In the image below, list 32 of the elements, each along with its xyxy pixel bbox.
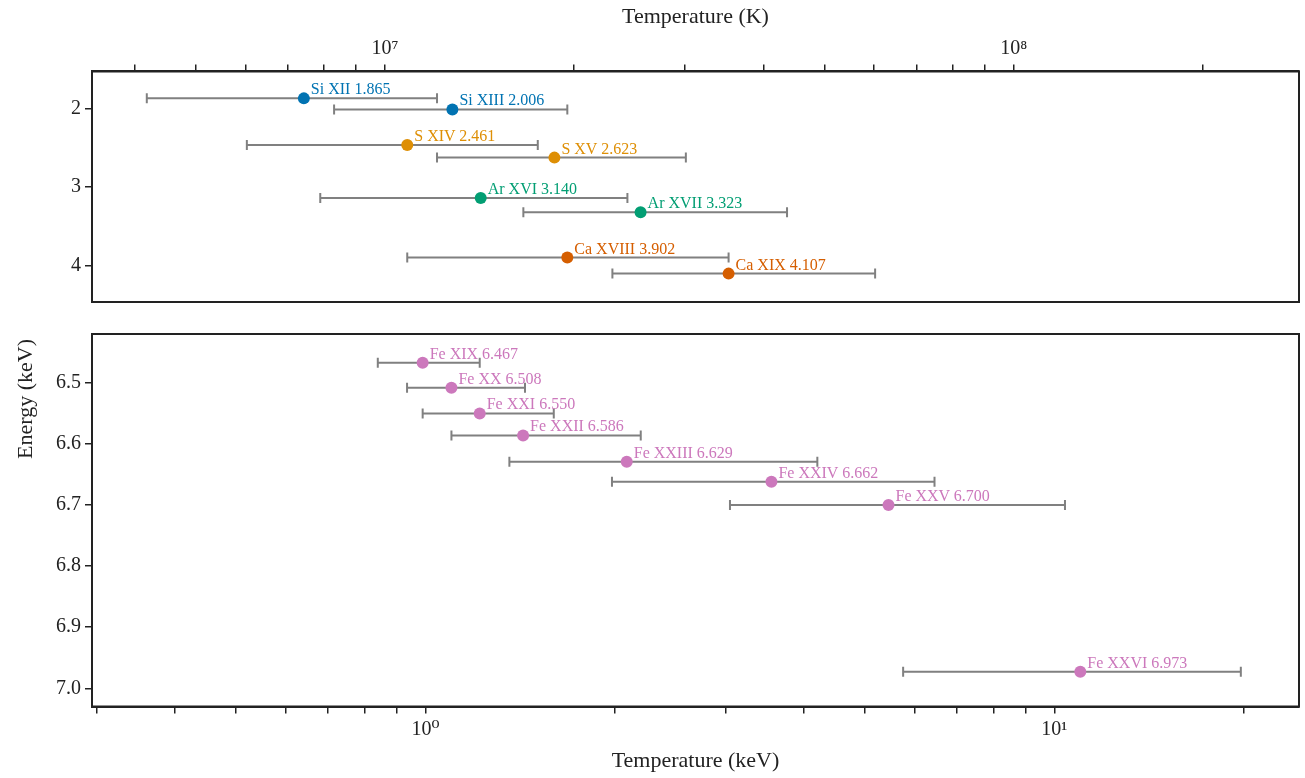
y-tick-label: 6.9 — [56, 614, 81, 637]
series-label: S XIV 2.461 — [414, 126, 496, 144]
x-tick-label: 10⁰ — [411, 716, 440, 739]
y-tick-label: 6.7 — [56, 492, 81, 515]
x-axis-title: Temperature (keV) — [611, 746, 780, 772]
series-label: Fe XIX 6.467 — [429, 344, 519, 362]
series-label: Fe XXIII 6.629 — [633, 443, 733, 461]
y-tick-label: 2 — [71, 96, 81, 119]
series-label: Ar XVI 3.140 — [487, 180, 578, 198]
x-tick-label: 10¹ — [1041, 716, 1068, 739]
y-tick-label: 4 — [71, 252, 81, 275]
series-label: S XV 2.623 — [561, 139, 638, 157]
y-tick-label: 7.0 — [56, 675, 81, 698]
series-label: Si XII 1.865 — [310, 80, 391, 98]
series-label: Si XIII 2.006 — [459, 91, 545, 109]
series-label: Fe XX 6.508 — [458, 369, 542, 387]
y-tick-label: 6.8 — [56, 553, 81, 576]
series-label: Fe XXV 6.700 — [895, 487, 990, 505]
series-label: Fe XXI 6.550 — [486, 395, 576, 413]
series-label: Ar XVII 3.323 — [647, 194, 743, 212]
y-axis-title: Energy (keV) — [11, 338, 38, 461]
y-tick-label: 6.5 — [56, 370, 81, 393]
x-tick-label: 10⁷ — [371, 35, 399, 58]
y-tick-label: 3 — [71, 174, 81, 197]
series-label: Ca XIX 4.107 — [735, 255, 826, 273]
series-label: Ca XVIII 3.902 — [574, 239, 676, 257]
series-label: Fe XXII 6.586 — [530, 417, 624, 435]
x-tick-label: 10⁸ — [1000, 35, 1028, 58]
y-tick-label: 6.6 — [56, 431, 81, 454]
series-label: Fe XXIV 6.662 — [778, 463, 879, 481]
series-label: Fe XXVI 6.973 — [1087, 653, 1188, 671]
x-axis-title: Temperature (K) — [622, 2, 769, 28]
